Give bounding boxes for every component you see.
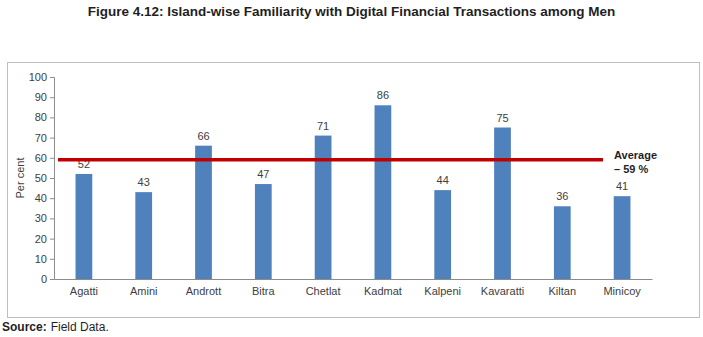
x-tick: Kavaratti <box>481 279 524 297</box>
x-tick: Kiltan <box>549 279 577 297</box>
x-tick: Chetlat <box>306 279 341 297</box>
x-tick: Andrott <box>186 279 221 297</box>
y-tick-label: 40 <box>35 192 47 204</box>
bars <box>76 105 631 279</box>
y-tick: 0 <box>41 273 54 285</box>
source-note: Source: Field Data. <box>2 320 109 334</box>
x-tick: Bitra <box>252 279 276 297</box>
y-tick-label: 100 <box>29 71 47 83</box>
data-label: 86 <box>377 89 389 101</box>
y-tick-mark <box>50 178 54 179</box>
y-tick-mark <box>50 97 54 98</box>
y-tick: 70 <box>35 132 54 144</box>
y-tick: 90 <box>35 91 54 103</box>
average-label: Average– 59 % <box>614 149 657 175</box>
y-tick-label: 20 <box>35 233 47 245</box>
data-label: 47 <box>257 168 269 180</box>
y-tick-mark <box>50 239 54 240</box>
y-axis: 0 10 20 30 40 50 60 70 80 90 100 <box>29 71 55 285</box>
y-tick: 50 <box>35 172 54 184</box>
bar <box>434 190 451 279</box>
data-label: 41 <box>616 180 628 192</box>
x-tick-label: Kalpeni <box>424 285 461 297</box>
y-tick-label: 50 <box>35 172 47 184</box>
data-label: 66 <box>197 130 209 142</box>
bar <box>375 105 392 279</box>
average-line <box>58 158 603 162</box>
x-tick-label: Andrott <box>186 285 221 297</box>
bar <box>195 146 212 279</box>
x-tick: Agatti <box>70 279 98 297</box>
y-tick-mark <box>50 138 54 139</box>
x-tick: Kalpeni <box>424 279 461 297</box>
y-tick-mark <box>50 117 54 118</box>
data-label: 43 <box>138 176 150 188</box>
y-tick-label: 60 <box>35 152 47 164</box>
data-labels: 52436647718644753641 <box>78 89 628 202</box>
y-tick-label: 0 <box>41 273 47 285</box>
x-axis-line <box>55 279 653 280</box>
data-label: 75 <box>496 112 508 124</box>
y-tick: 20 <box>35 233 54 245</box>
source-label: Source: <box>2 320 47 334</box>
bar <box>614 196 631 279</box>
x-tick-label: Kiltan <box>549 285 577 297</box>
bar <box>315 136 332 279</box>
y-tick: 40 <box>35 192 54 204</box>
x-tick-label: Bitra <box>252 285 276 297</box>
y-tick-label: 90 <box>35 91 47 103</box>
y-tick-label: 10 <box>35 253 47 265</box>
bar <box>255 184 272 279</box>
x-tick-label: Agatti <box>70 285 98 297</box>
x-tick: Amini <box>130 279 158 297</box>
bar <box>554 206 571 279</box>
source-text: Field Data. <box>51 320 109 334</box>
data-label: 36 <box>556 190 568 202</box>
y-tick: 10 <box>35 253 54 265</box>
data-label: 71 <box>317 120 329 132</box>
y-tick-mark <box>50 158 54 159</box>
bar <box>76 174 93 279</box>
y-tick: 80 <box>35 111 54 123</box>
x-tick-label: Chetlat <box>306 285 341 297</box>
chart-title: Figure 4.12: Island-wise Familiarity wit… <box>88 4 615 19</box>
y-tick-mark <box>50 218 54 219</box>
y-tick: 100 <box>29 71 54 83</box>
x-tick: Kadmat <box>364 279 402 297</box>
y-tick-mark <box>50 259 54 260</box>
y-axis-line <box>50 78 55 280</box>
y-tick-label: 70 <box>35 132 47 144</box>
bar <box>135 192 152 279</box>
y-tick-mark <box>50 198 54 199</box>
x-tick-label: Kadmat <box>364 285 402 297</box>
y-axis-title: Per cent <box>14 158 26 199</box>
bar <box>494 128 511 280</box>
chart-frame <box>8 63 700 318</box>
x-tick-label: Amini <box>130 285 158 297</box>
x-tick-label: Minicoy <box>603 285 641 297</box>
y-tick-mark <box>50 279 54 280</box>
annotations: Average– 59 % <box>58 149 657 175</box>
x-axis: Agatti Amini Andrott Bitra Chetlat Kadmat Kalp… <box>55 279 653 297</box>
y-tick: 60 <box>35 152 54 164</box>
y-tick-mark <box>50 77 54 78</box>
y-tick-label: 30 <box>35 212 47 224</box>
y-tick-label: 80 <box>35 111 47 123</box>
data-label: 44 <box>437 174 449 186</box>
y-tick: 30 <box>35 212 54 224</box>
x-tick-label: Kavaratti <box>481 285 524 297</box>
x-tick: Minicoy <box>603 279 641 297</box>
